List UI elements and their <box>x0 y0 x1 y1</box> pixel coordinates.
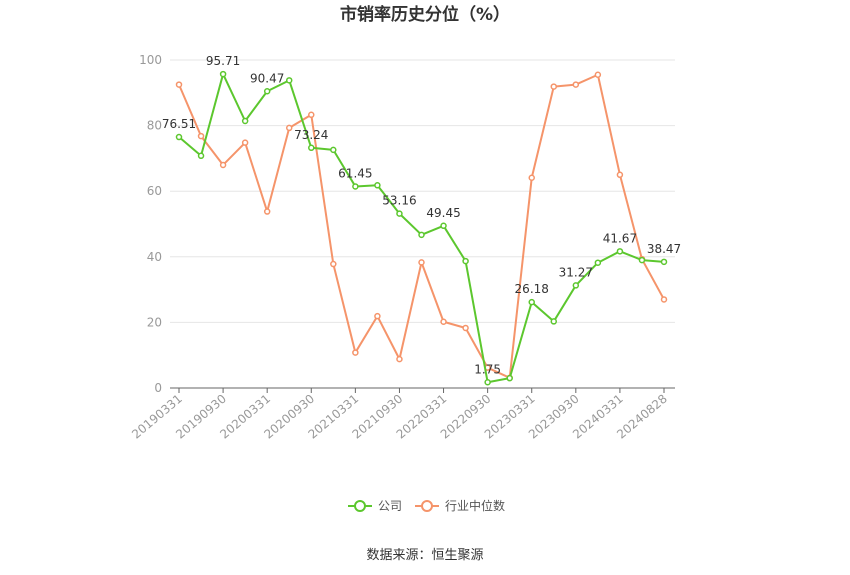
data-labels: 76.51 95.71 90.47 73.24 61.45 53.16 49.45 1.75 2… <box>162 54 681 376</box>
data-label: 41.67 <box>603 231 637 245</box>
y-tick-label: 40 <box>147 250 162 264</box>
data-point <box>308 144 315 152</box>
y-tick-label: 100 <box>139 53 162 67</box>
data-point <box>528 298 535 306</box>
data-label: 1.75 <box>474 362 501 376</box>
data-point <box>550 83 558 90</box>
data-point <box>594 71 602 79</box>
data-point <box>263 88 271 95</box>
data-point <box>440 222 447 230</box>
data-point <box>285 124 293 132</box>
data-label: 95.71 <box>206 54 240 68</box>
data-point <box>660 296 668 303</box>
y-tick-label: 0 <box>154 381 162 395</box>
data-point <box>396 210 403 217</box>
data-point <box>660 258 668 266</box>
data-point <box>616 171 624 179</box>
data-point <box>241 139 249 146</box>
data-point <box>352 183 359 190</box>
data-point <box>308 111 315 119</box>
series-lines <box>175 70 668 386</box>
data-point <box>396 355 403 363</box>
y-tick-label: 80 <box>147 119 162 133</box>
data-point <box>374 312 381 320</box>
data-point <box>175 81 183 88</box>
data-label: 38.47 <box>647 242 681 256</box>
series-line <box>178 73 665 379</box>
data-point <box>506 374 513 382</box>
data-point <box>241 117 249 125</box>
data-point <box>175 133 183 141</box>
legend-label: 公司 <box>378 499 402 513</box>
legend-swatch-marker <box>354 500 366 512</box>
data-point <box>197 152 205 160</box>
data-point <box>462 257 469 265</box>
data-point <box>462 324 469 332</box>
data-point <box>219 70 227 78</box>
grid-lines <box>170 59 675 323</box>
data-point <box>330 260 337 268</box>
y-tick-label: 60 <box>147 184 162 198</box>
data-point <box>572 282 580 289</box>
data-label: 49.45 <box>426 206 460 220</box>
source-note: 数据来源：恒生聚源 <box>366 548 483 563</box>
data-point <box>352 349 359 356</box>
data-point <box>616 248 624 255</box>
data-label: 31.27 <box>559 265 593 279</box>
data-point <box>484 379 491 386</box>
data-point <box>219 161 227 169</box>
data-label: 73.24 <box>294 128 328 142</box>
legend[interactable]: 公司 行业中位数 <box>348 498 505 513</box>
data-point <box>330 146 337 154</box>
data-point <box>197 132 205 140</box>
series-line <box>178 73 665 384</box>
data-point <box>418 259 425 266</box>
data-label: 90.47 <box>250 71 284 85</box>
data-point <box>418 231 425 239</box>
axes: 0204060801002019033120190930202003312020… <box>129 53 675 442</box>
y-tick-label: 20 <box>147 315 162 329</box>
chart-title: 市销率历史分位（%） <box>340 4 510 25</box>
data-point <box>594 259 602 266</box>
data-point <box>638 256 646 264</box>
data-point <box>440 318 447 325</box>
data-point <box>528 174 535 182</box>
legend-swatch-marker <box>421 500 433 512</box>
data-point <box>285 77 293 84</box>
data-point <box>263 208 271 215</box>
data-label: 76.51 <box>162 117 196 131</box>
data-point <box>572 81 580 88</box>
data-label: 26.18 <box>515 282 549 296</box>
data-label: 61.45 <box>338 166 372 180</box>
legend-label: 行业中位数 <box>445 498 505 513</box>
data-label: 53.16 <box>382 194 416 208</box>
data-point <box>550 318 558 325</box>
data-point <box>374 182 381 189</box>
